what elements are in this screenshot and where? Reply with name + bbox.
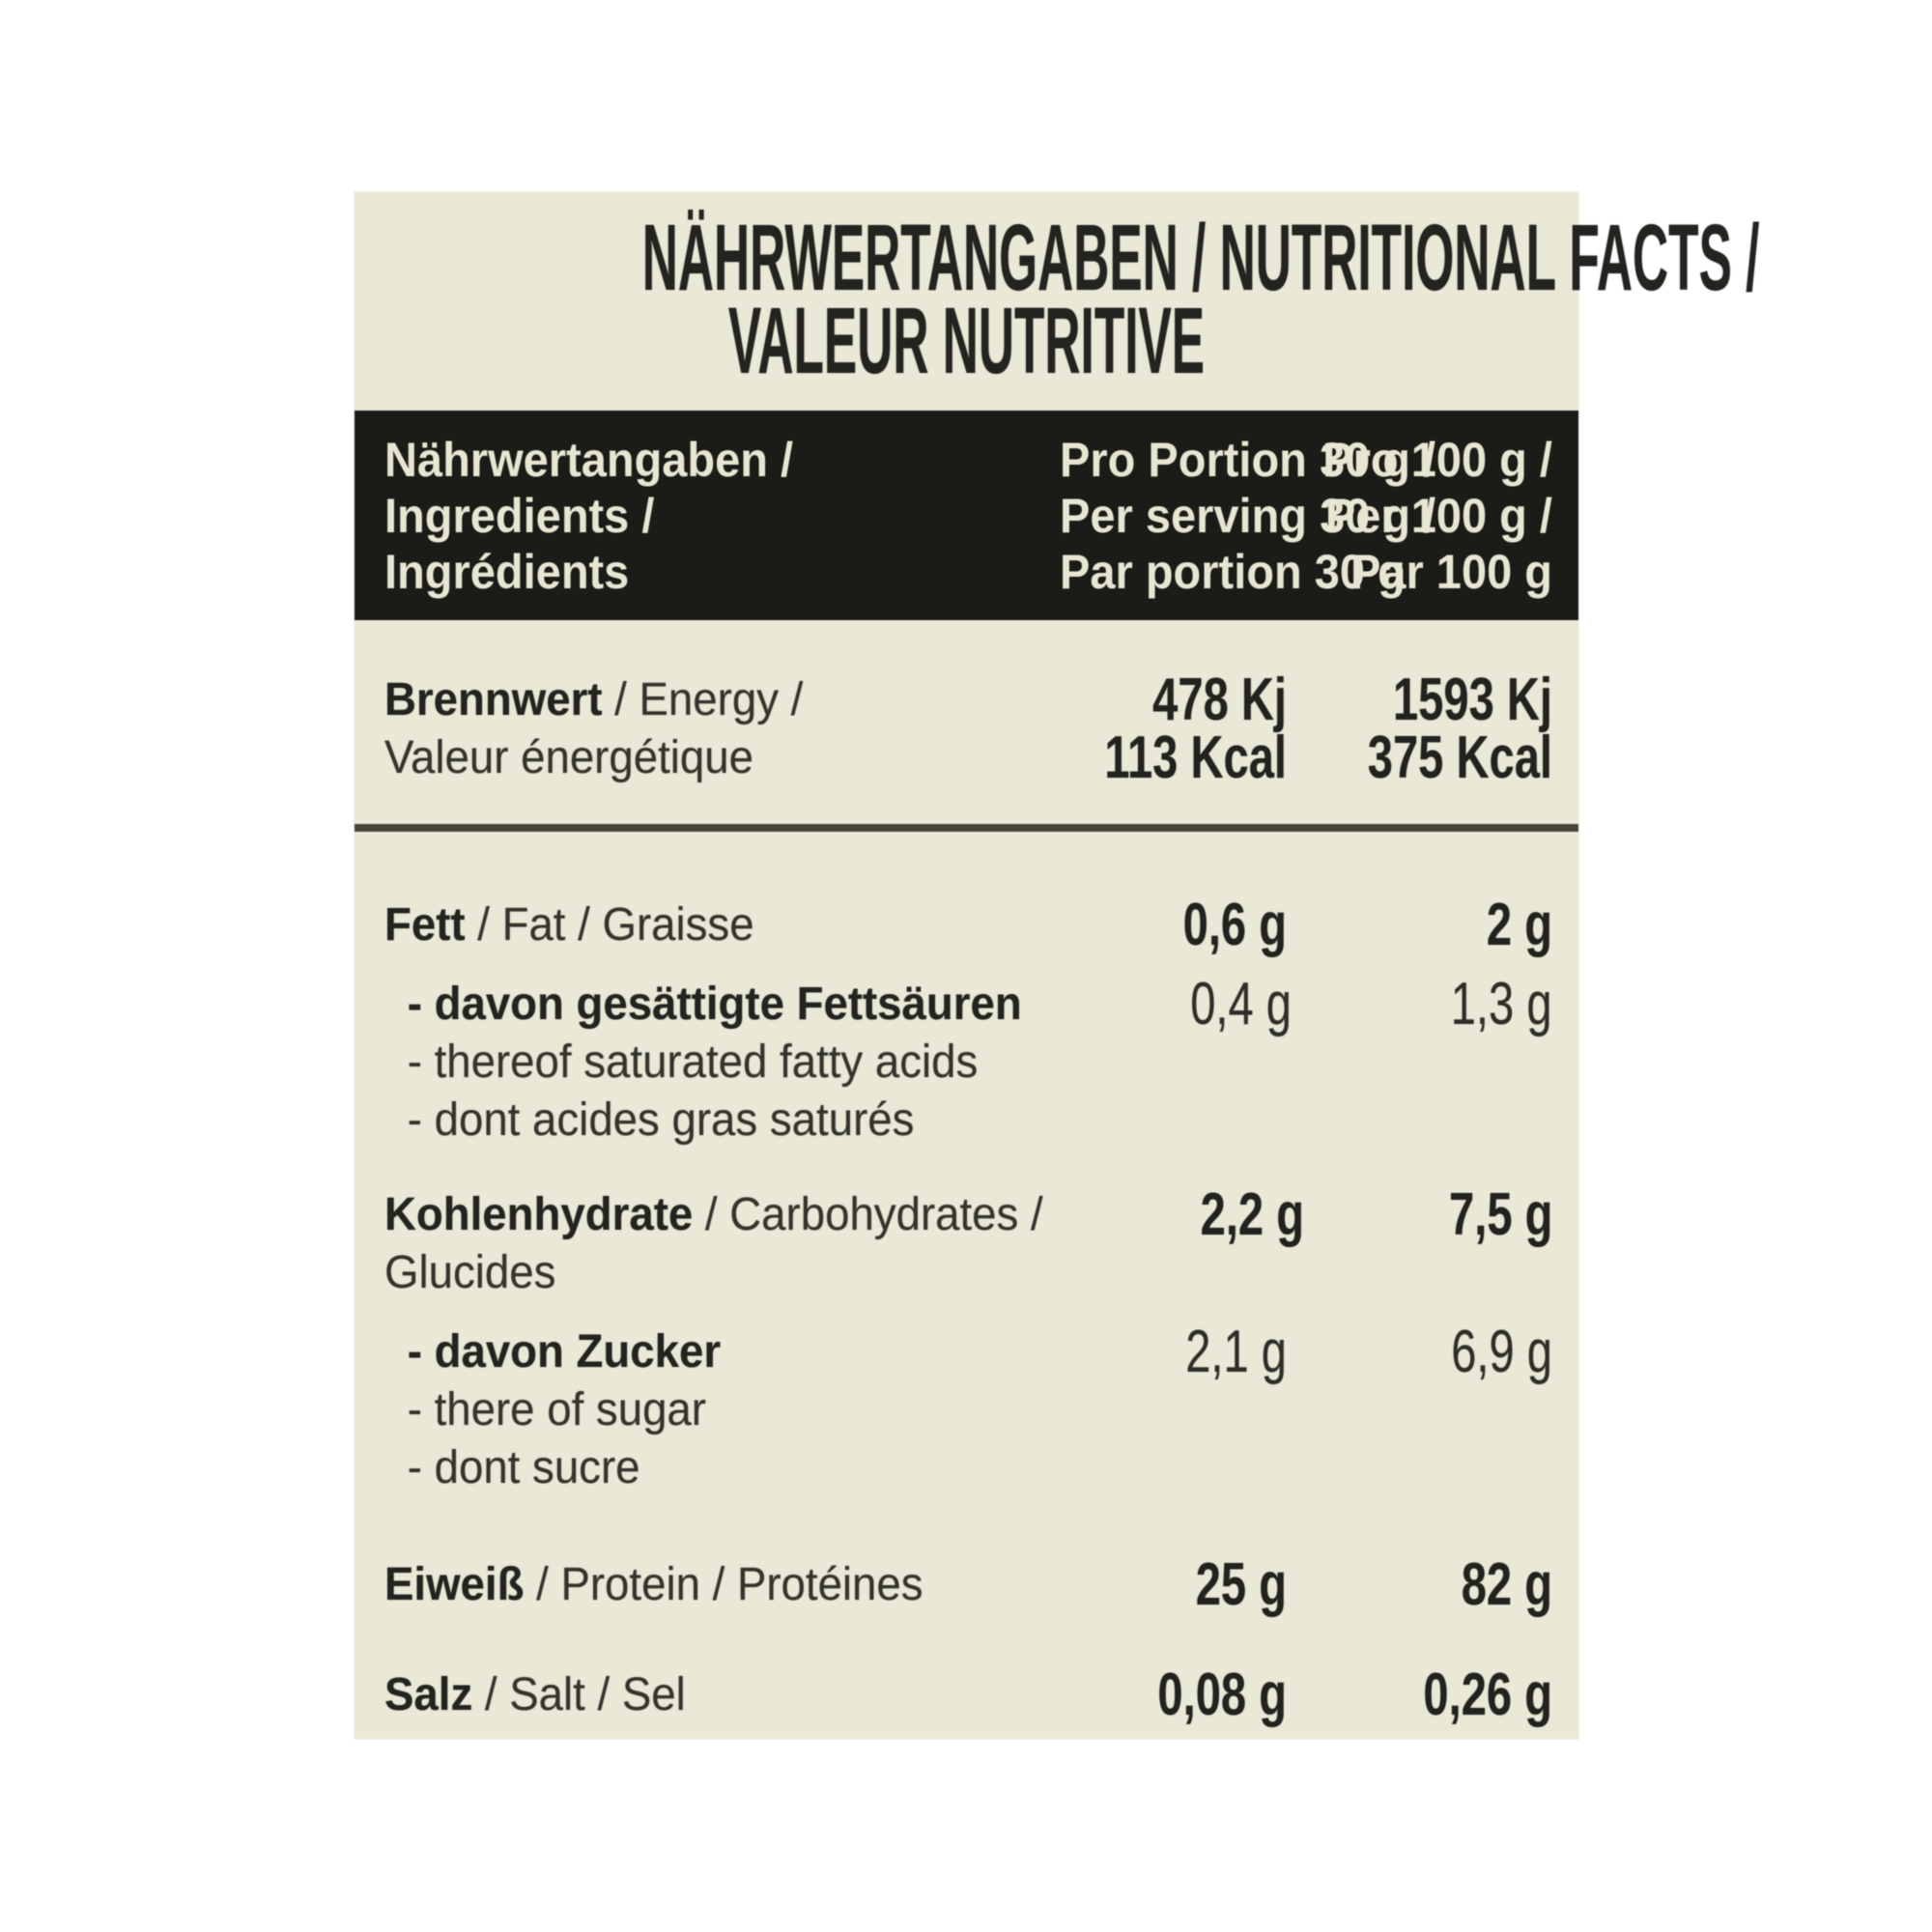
salt-label-line1: Salz / Salt / Sel bbox=[384, 1666, 1012, 1724]
energy-kj-100g: 1593 Kj bbox=[1392, 667, 1552, 733]
fat-value-serving: 0,6 g bbox=[1182, 892, 1287, 958]
salt-value-serving: 0,08 g bbox=[1157, 1662, 1287, 1728]
row-fat: Fett / Fat / Graisse 0,6 g 2 g bbox=[384, 892, 1552, 958]
protein-label-en: / Protein / Protéines bbox=[524, 1559, 923, 1610]
row-salt: Salz / Salt / Sel 0,08 g 0,26 g bbox=[384, 1662, 1552, 1728]
salt-label: Salz / Salt / Sel bbox=[384, 1666, 1012, 1724]
energy-value-100g: 1593 Kj 375 Kcal bbox=[1287, 667, 1552, 791]
protein-label-line1: Eiweiß / Protein / Protéines bbox=[384, 1556, 1012, 1614]
energy-label-fr: Valeur énergétique bbox=[384, 732, 753, 783]
saturated-fat-label-en: - thereof saturated fatty acids bbox=[407, 1037, 979, 1088]
sugar-value-100g: 6,9 g bbox=[1451, 1319, 1552, 1385]
fat-label-line1: Fett / Fat / Graisse bbox=[384, 896, 1012, 954]
header-serving-de: Pro Portion 30 g / bbox=[1060, 433, 1436, 487]
carbohydrates-label: Kohlenhydrate / Carbohydrates / Glucides bbox=[384, 1186, 1043, 1302]
fat-label-de: Fett bbox=[384, 899, 466, 951]
sugar-value-serving: 2,1 g bbox=[1185, 1319, 1287, 1385]
sugar-label-fr: - dont sucre bbox=[407, 1442, 640, 1493]
salt-value-100g: 0,26 g bbox=[1423, 1662, 1552, 1728]
carbohydrates-value-100g: 7,5 g bbox=[1448, 1181, 1552, 1248]
header-100g-fr: Par 100 g bbox=[1350, 545, 1552, 599]
header-100g-de: Pro 100 g / bbox=[1322, 433, 1552, 487]
carbohydrates-label-fr: Glucides bbox=[384, 1247, 556, 1298]
header-name-de: Nährwertangaben / bbox=[384, 433, 794, 487]
row-carbohydrates: Kohlenhydrate / Carbohydrates / Glucides… bbox=[384, 1181, 1552, 1302]
label-title: NÄHRWERTANGABEN / NUTRITIONAL FACTS / VA… bbox=[355, 205, 1760, 393]
label-title-line1: NÄHRWERTANGABEN / NUTRITIONAL FACTS / bbox=[641, 205, 1760, 310]
carbohydrates-value-serving: 2,2 g bbox=[1200, 1181, 1304, 1248]
divider-rule bbox=[355, 824, 1578, 832]
fat-label: Fett / Fat / Graisse bbox=[384, 896, 1012, 954]
energy-label-en: / Energy / bbox=[602, 674, 804, 725]
energy-label: Brennwert / Energy / Valeur énergétique bbox=[384, 671, 1012, 787]
row-saturated-fat: - davon gesättigte Fettsäuren - thereof … bbox=[384, 971, 1552, 1150]
protein-value-100g: 82 g bbox=[1461, 1551, 1552, 1618]
sugar-label-de-text: - davon Zucker bbox=[407, 1326, 722, 1378]
header-100g-en: Per 100 g / bbox=[1324, 489, 1552, 543]
salt-label-en: / Salt / Sel bbox=[472, 1669, 686, 1720]
saturated-fat-label-fr: - dont acides gras saturés bbox=[407, 1094, 915, 1146]
saturated-fat-value-serving: 0,4 g bbox=[1190, 971, 1293, 1037]
energy-kcal-serving: 113 Kcal bbox=[1104, 724, 1287, 791]
row-protein: Eiweiß / Protein / Protéines 25 g 82 g bbox=[384, 1551, 1552, 1618]
energy-label-line1: Brennwert / Energy / bbox=[384, 671, 1012, 729]
energy-value-serving: 478 Kj 113 Kcal bbox=[1045, 667, 1287, 791]
row-energy: Brennwert / Energy / Valeur énergétique … bbox=[384, 667, 1552, 791]
sugar-label: - davon Zucker - there of sugar - dont s… bbox=[384, 1323, 1012, 1497]
carbohydrates-label-en: / Carbohydrates / bbox=[693, 1189, 1043, 1240]
protein-label: Eiweiß / Protein / Protéines bbox=[384, 1556, 1012, 1614]
sugar-label-de: - davon Zucker bbox=[408, 1323, 1012, 1381]
fat-label-en: / Fat / Graisse bbox=[465, 899, 754, 951]
fat-value-100g: 2 g bbox=[1486, 892, 1552, 958]
label-title-line2: VALEUR NUTRITIVE bbox=[727, 288, 1206, 393]
header-column-per-100g: Pro 100 g / Per 100 g / Par 100 g bbox=[1303, 432, 1552, 600]
carbohydrates-label-line1: Kohlenhydrate / Carbohydrates / bbox=[384, 1186, 1043, 1244]
protein-value-serving: 25 g bbox=[1195, 1551, 1287, 1618]
header-name-en: Ingredients / bbox=[384, 489, 655, 543]
energy-kcal-100g: 375 Kcal bbox=[1367, 724, 1552, 791]
row-sugar: - davon Zucker - there of sugar - dont s… bbox=[384, 1319, 1552, 1497]
nutrition-label-panel: NÄHRWERTANGABEN / NUTRITIONAL FACTS / VA… bbox=[355, 192, 1760, 1739]
energy-kj-serving: 478 Kj bbox=[1152, 667, 1287, 733]
saturated-fat-label: - davon gesättigte Fettsäuren - thereof … bbox=[384, 976, 1022, 1150]
energy-label-de: Brennwert bbox=[384, 674, 603, 725]
table-header-band: Nährwertangaben / Ingredients / Ingrédie… bbox=[355, 411, 1578, 620]
carbohydrates-label-de: Kohlenhydrate bbox=[384, 1189, 694, 1240]
header-serving-fr: Par portion 30 g bbox=[1060, 545, 1406, 599]
saturated-fat-label-de: - davon gesättigte Fettsäuren bbox=[408, 976, 1022, 1034]
sugar-label-en: - there of sugar bbox=[407, 1384, 706, 1435]
header-serving-en: Per serving 30 g / bbox=[1060, 489, 1436, 543]
saturated-fat-label-de-text: - davon gesättigte Fettsäuren bbox=[407, 979, 1022, 1030]
saturated-fat-value-100g: 1,3 g bbox=[1451, 971, 1552, 1037]
header-column-per-serving: Pro Portion 30 g / Per serving 30 g / Pa… bbox=[1060, 432, 1436, 600]
salt-label-de: Salz bbox=[384, 1669, 473, 1720]
header-column-name: Nährwertangaben / Ingredients / Ingrédie… bbox=[384, 432, 1006, 600]
protein-label-de: Eiweiß bbox=[384, 1559, 525, 1610]
header-name-fr: Ingrédients bbox=[384, 545, 630, 599]
